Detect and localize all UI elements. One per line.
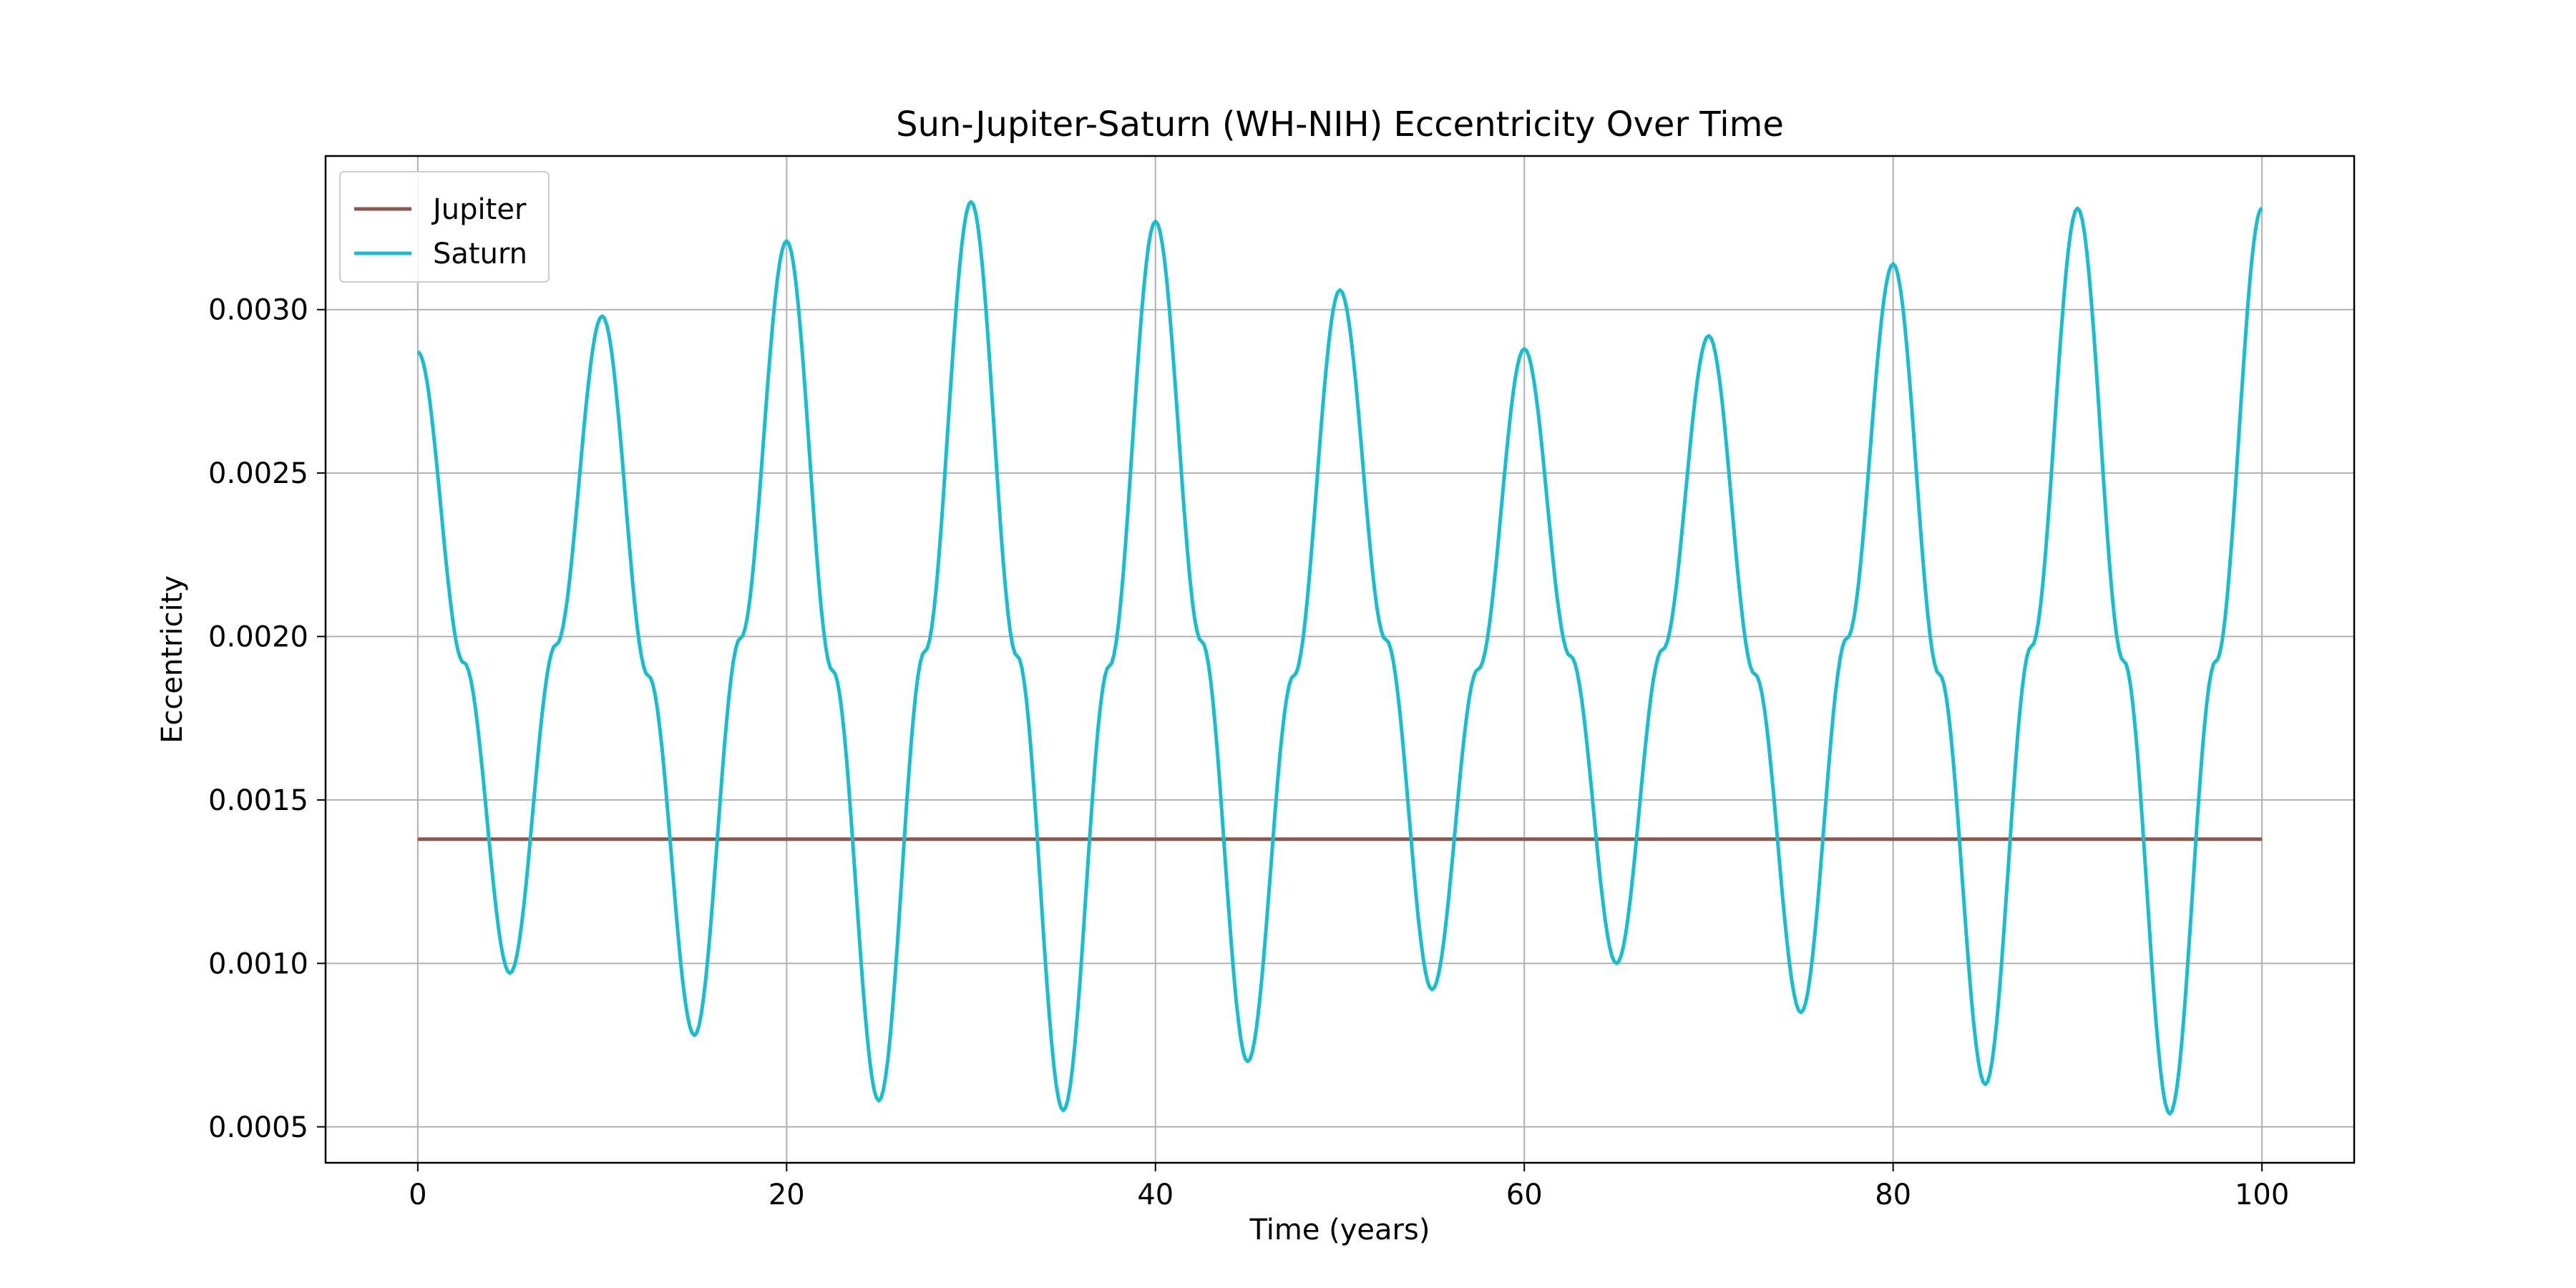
x-tick-label: 80 — [1875, 1179, 1911, 1211]
chart-title: Sun-Jupiter-Saturn (WH-NIH) Eccentricity… — [896, 104, 1784, 145]
x-tick-label: 0 — [409, 1179, 426, 1211]
series-lines — [416, 200, 2263, 1116]
saturn-legend-label: Saturn — [433, 238, 527, 270]
y-tick-label: 0.0005 — [208, 1111, 308, 1144]
plot-area — [326, 156, 2354, 1163]
legend: Jupiter Saturn — [339, 171, 550, 283]
axis-ticks: 0 20 40 60 80 100 0.0005 0.0010 0.0015 0.0020 0.00… — [208, 294, 2289, 1211]
y-tick-label: 0.0025 — [208, 457, 308, 490]
saturn-series-line — [416, 200, 2263, 1116]
x-tick-label: 40 — [1137, 1179, 1174, 1211]
y-tick-label: 0.0020 — [208, 621, 308, 654]
x-axis-title: Time (years) — [1249, 1214, 1430, 1246]
x-tick-label: 100 — [2235, 1179, 2289, 1211]
x-tick-label: 20 — [769, 1179, 805, 1211]
y-axis-title: Eccentricity — [156, 575, 189, 743]
x-tick-label: 60 — [1506, 1179, 1543, 1211]
y-tick-label: 0.0030 — [208, 294, 308, 327]
y-tick-label: 0.0015 — [208, 784, 308, 817]
jupiter-legend-label: Jupiter — [431, 193, 527, 226]
y-tick-label: 0.0010 — [208, 947, 308, 980]
plot-frame — [324, 155, 2356, 1164]
grid — [326, 156, 2354, 1163]
